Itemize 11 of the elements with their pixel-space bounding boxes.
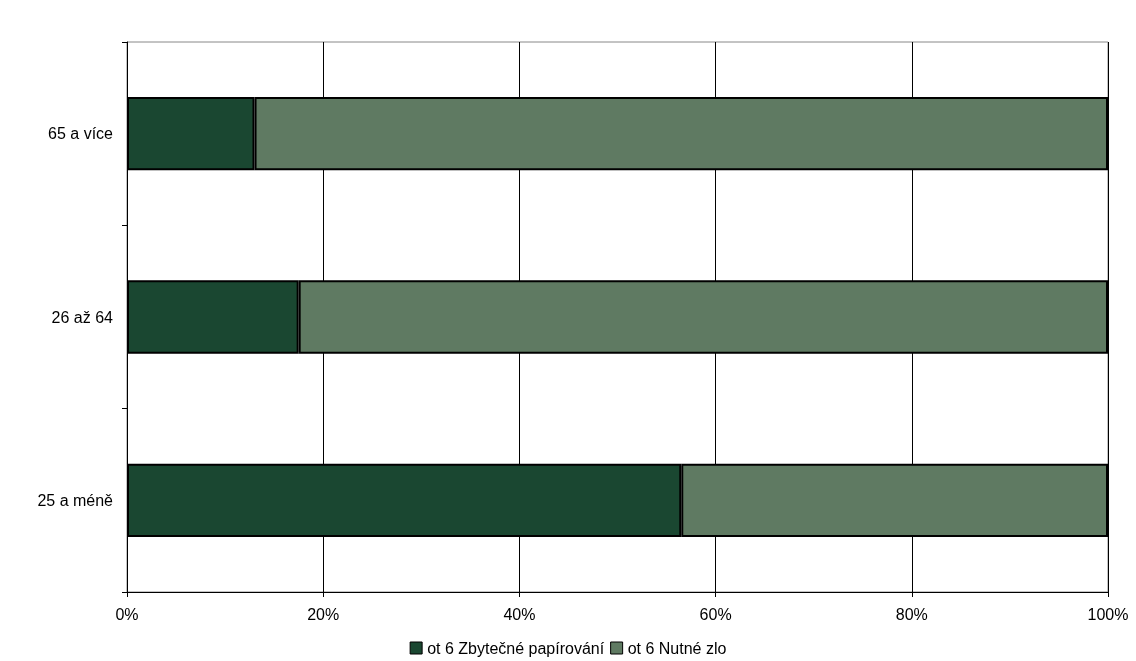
y-tick-label: 26 až 64 xyxy=(51,308,114,326)
x-tick-label: 80% xyxy=(895,605,928,623)
x-tick-label: 20% xyxy=(307,605,340,623)
x-tick-label: 100% xyxy=(1087,605,1129,623)
y-tick-label: 65 a více xyxy=(48,125,114,143)
y-tick-label: 25 a méně xyxy=(37,491,114,509)
x-tick-label: 0% xyxy=(115,605,139,623)
x-tick-label: 60% xyxy=(699,605,732,623)
legend-label: ot 6 Nutné zlo xyxy=(627,639,727,657)
legend-label: ot 6 Zbytečné papírování xyxy=(427,639,605,657)
x-tick-label: 40% xyxy=(503,605,536,623)
